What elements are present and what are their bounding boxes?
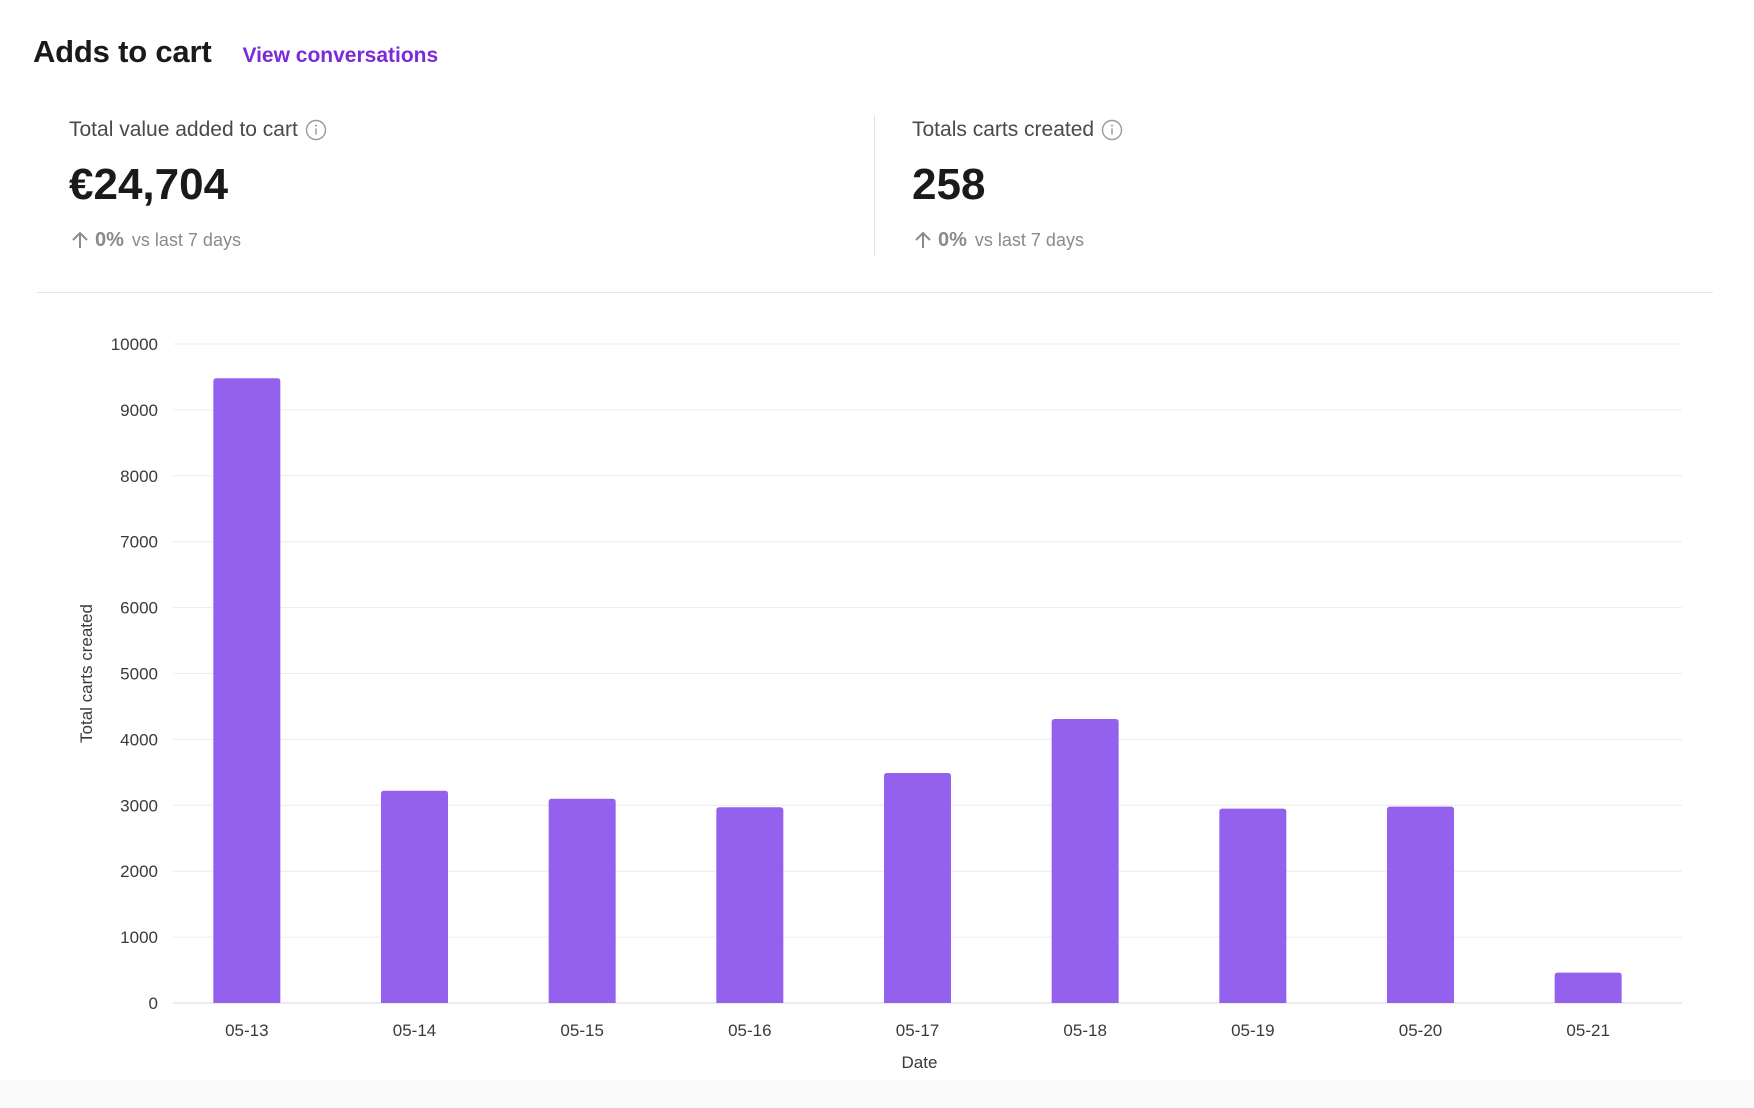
y-tick-label: 0 [149,994,158,1013]
y-tick-label: 2000 [120,862,158,881]
y-axis-label: Total carts created [77,604,96,743]
bar [884,773,951,1003]
metric-total-value: Total value added to cart €24,704 0% vs … [69,115,327,253]
metric-label: Totals carts created [912,118,1095,141]
y-tick-label: 7000 [120,533,158,552]
x-tick-label: 05-16 [728,1021,771,1040]
info-icon[interactable] [305,119,327,141]
x-tick-label: 05-19 [1231,1021,1274,1040]
x-tick-label: 05-18 [1063,1021,1106,1040]
metric-change: 0% vs last 7 days [69,227,327,253]
metric-label: Total value added to cart [69,118,298,141]
x-tick-label: 05-13 [225,1021,268,1040]
y-tick-label: 8000 [120,467,158,486]
x-tick-label: 05-21 [1566,1021,1609,1040]
change-percent: 0% [95,228,124,251]
bar [213,378,281,1003]
info-icon[interactable] [1101,119,1123,141]
bar [1219,808,1287,1003]
chart-svg: 0 1000 2000 3000 4000 5000 6000 7000 8000 9000 100… [77,335,1682,1072]
bar-chart: 0 1000 2000 3000 4000 5000 6000 7000 8000 9000 100… [0,300,1754,1080]
metric-value: 258 [912,160,986,209]
x-tick-label: 05-17 [896,1021,939,1040]
bar [1387,806,1454,1003]
metric-label-row: Total value added to cart [69,115,327,145]
bar [1051,718,1119,1003]
y-tick-label: 10000 [111,335,158,354]
y-tick-label: 1000 [120,928,158,947]
metrics-row: Total value added to cart €24,704 0% vs … [37,115,1713,257]
bar [1554,972,1622,1003]
y-tick-label: 3000 [120,796,158,815]
x-axis-label: Date [902,1053,938,1072]
y-tick-label: 6000 [120,599,158,618]
change-text: vs last 7 days [131,229,241,250]
y-tick-label: 4000 [120,730,158,749]
page-title: Adds to cart [33,34,212,69]
arrow-up-icon [912,229,934,251]
section-divider [37,292,1713,293]
bar [548,798,616,1003]
metric-value: €24,704 [69,160,229,209]
bar [716,807,784,1003]
arrow-up-icon [69,229,91,251]
x-tick-label: 05-14 [393,1021,436,1040]
page-header: Adds to cart View conversations [33,34,438,70]
view-conversations-link[interactable]: View conversations [242,44,439,67]
x-tick-label: 05-15 [560,1021,603,1040]
metric-divider [874,115,875,257]
y-tick-label: 5000 [120,665,158,684]
change-percent: 0% [938,228,967,251]
change-text: vs last 7 days [974,229,1084,250]
x-tick-label: 05-20 [1399,1021,1442,1040]
y-tick-label: 9000 [120,401,158,420]
metric-total-carts: Totals carts created 258 0% vs last 7 da… [912,115,1123,253]
metric-label-row: Totals carts created [912,115,1123,145]
bar [381,790,448,1003]
footer-band [0,1080,1754,1108]
metric-change: 0% vs last 7 days [912,227,1123,253]
